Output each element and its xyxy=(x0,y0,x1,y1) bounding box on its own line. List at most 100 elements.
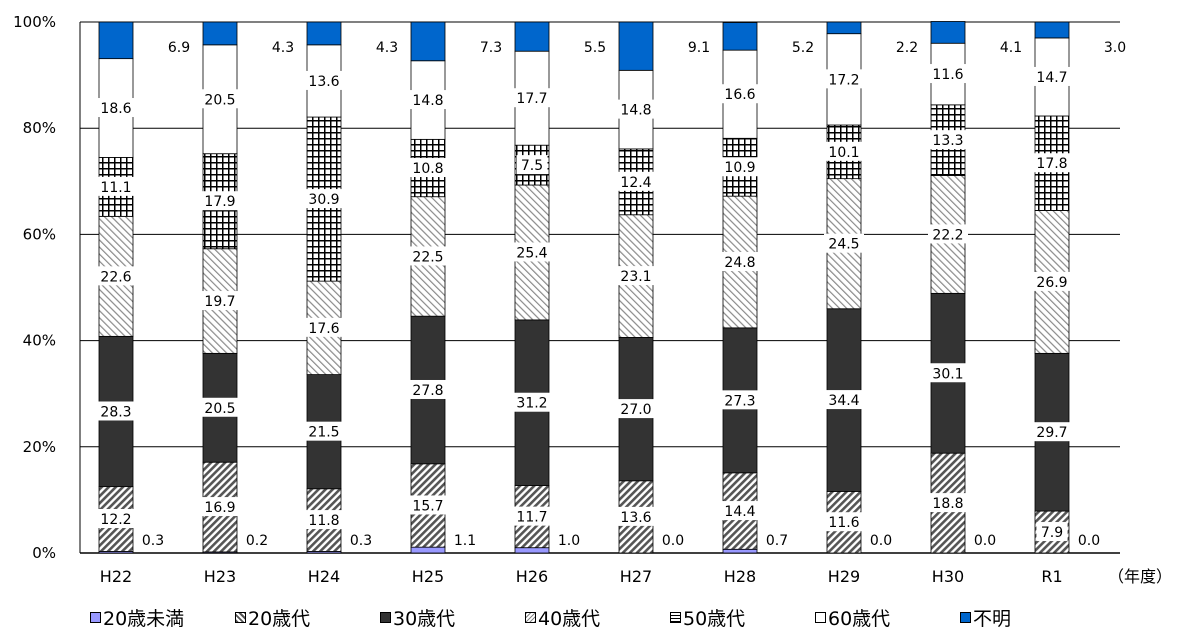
data-label-bg xyxy=(824,69,864,89)
data-label-bg xyxy=(1032,66,1072,86)
legend-label: 30歳代 xyxy=(393,608,456,630)
data-label: 4.3 xyxy=(272,40,294,56)
data-label: 29.7 xyxy=(1036,425,1067,441)
y-axis: 0% 20% 40% 60% 80% 100% xyxy=(13,13,56,562)
data-label-bg xyxy=(96,98,136,118)
data-label-bg xyxy=(408,379,448,399)
data-label: 9.1 xyxy=(688,40,710,56)
bar-segment xyxy=(202,21,238,46)
legend-item: 20歳代 xyxy=(235,604,380,631)
data-label: 11.6 xyxy=(828,515,859,531)
data-label-bg xyxy=(928,224,968,244)
data-label: 12.4 xyxy=(620,175,651,191)
data-label: 21.5 xyxy=(308,425,339,441)
bar-segment xyxy=(930,21,966,44)
x-tick-label: H23 xyxy=(204,567,236,586)
data-label-bg xyxy=(824,141,864,161)
legend-swatch xyxy=(525,612,536,623)
legend-item: 50歳代 xyxy=(670,604,815,631)
data-label: 14.8 xyxy=(620,103,651,119)
x-tick-label: H24 xyxy=(308,567,340,586)
bar-segment xyxy=(514,547,550,554)
y-tick-label: 80% xyxy=(23,119,56,137)
data-label-bg xyxy=(96,266,136,286)
data-label-bg xyxy=(200,397,240,417)
data-label: 13.6 xyxy=(308,74,339,90)
data-label-bg xyxy=(512,88,552,108)
y-tick-label: 100% xyxy=(13,13,56,31)
x-axis: H22 H23 H24 H25 H26 H27 H28 H29 H30 R1 （年度） xyxy=(100,567,1172,586)
legend-item: 30歳代 xyxy=(380,604,525,631)
y-tick-label: 60% xyxy=(23,225,56,243)
data-label-bg xyxy=(304,70,344,90)
data-label-bg xyxy=(824,233,864,253)
legend-swatch xyxy=(90,612,101,623)
legend-label: 40歳代 xyxy=(538,608,601,630)
legend-label: 60歳代 xyxy=(828,608,891,630)
data-label: 19.7 xyxy=(204,294,235,310)
data-label-bg xyxy=(928,130,968,150)
data-label: 17.6 xyxy=(308,321,339,337)
data-label-bg xyxy=(1032,271,1072,291)
data-label: 0.7 xyxy=(766,533,788,549)
data-label: 0.3 xyxy=(142,533,164,549)
data-label: 7.9 xyxy=(1041,525,1063,541)
data-label-bg xyxy=(928,64,968,84)
data-label: 22.6 xyxy=(100,269,131,285)
data-label: 0.0 xyxy=(974,533,996,549)
data-label: 14.8 xyxy=(412,93,443,109)
data-label: 27.8 xyxy=(412,383,443,399)
data-label: 30.1 xyxy=(932,366,963,382)
data-label-bg xyxy=(1032,153,1072,173)
data-label-bg xyxy=(824,390,864,410)
data-label: 0.3 xyxy=(350,533,372,549)
legend-swatch xyxy=(235,612,246,623)
data-label-bg xyxy=(616,99,656,119)
data-label-bg xyxy=(616,171,656,191)
y-tick-label: 20% xyxy=(23,438,56,456)
data-label: 7.5 xyxy=(521,158,543,174)
data-label: 11.8 xyxy=(308,513,339,529)
data-label-bg xyxy=(408,246,448,266)
data-label: 24.8 xyxy=(724,255,755,271)
data-label: 31.2 xyxy=(516,396,547,412)
legend-swatch xyxy=(960,612,971,623)
data-label: 28.3 xyxy=(100,404,131,420)
data-label: 11.1 xyxy=(100,180,131,196)
data-label-bg xyxy=(512,242,552,262)
bar-segment xyxy=(722,548,758,554)
data-label-bg xyxy=(200,89,240,109)
x-axis-unit-label: （年度） xyxy=(1108,567,1172,586)
data-label-bg xyxy=(616,266,656,286)
bar-segment xyxy=(618,21,654,71)
data-label-bg xyxy=(304,421,344,441)
legend-item: 20歳未満 xyxy=(90,604,235,631)
data-label-bg xyxy=(720,157,760,177)
data-label-bg xyxy=(200,291,240,311)
data-label-bg xyxy=(516,155,548,175)
data-label: 16.9 xyxy=(204,500,235,516)
data-label-bg xyxy=(720,390,760,410)
data-label: 34.4 xyxy=(828,393,859,409)
data-label: 30.9 xyxy=(308,192,339,208)
data-label-bg xyxy=(720,84,760,104)
data-label-bg xyxy=(616,506,656,526)
data-label: 18.6 xyxy=(100,101,131,117)
x-tick-label: H26 xyxy=(516,567,548,586)
legend-item: 不明 xyxy=(960,604,1040,631)
bar-segment xyxy=(826,21,862,35)
x-tick-label: H28 xyxy=(724,567,756,586)
bar-segment xyxy=(1034,21,1070,39)
legend-label: 50歳代 xyxy=(683,608,746,630)
data-label: 2.2 xyxy=(896,40,918,56)
data-label: 15.7 xyxy=(412,498,443,514)
data-label-bg xyxy=(408,495,448,515)
data-label-bg xyxy=(200,191,240,211)
data-label: 27.3 xyxy=(724,393,755,409)
data-label: 24.5 xyxy=(828,237,859,253)
data-label: 12.2 xyxy=(100,512,131,528)
data-label: 5.5 xyxy=(584,40,606,56)
data-label: 16.6 xyxy=(724,87,755,103)
bar-segment xyxy=(410,546,446,554)
data-label-bg xyxy=(96,176,136,196)
